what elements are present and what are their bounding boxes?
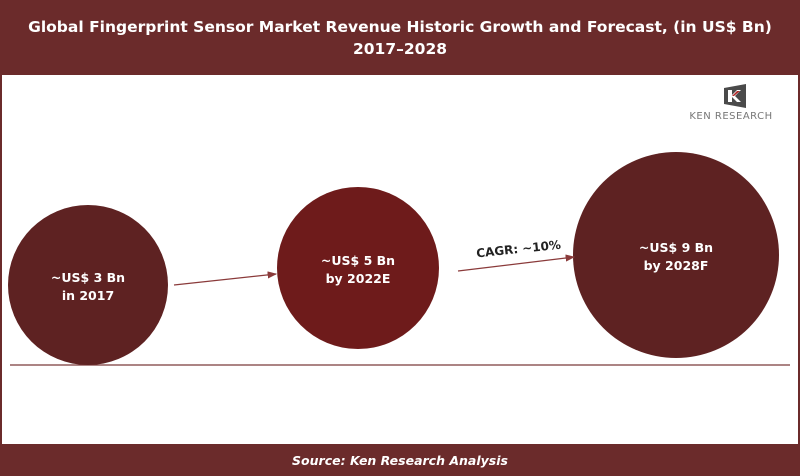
chart-source: Source: Ken Research Analysis bbox=[0, 444, 800, 476]
bubble-chart: ~US$ 3 Bn in 2017 ~US$ 5 Bn by 2022E ~US$ 9 … bbox=[8, 152, 790, 366]
bubble-label-year-2022e: by 2022E bbox=[326, 271, 391, 286]
bubble-label-value-2022e: ~US$ 5 Bn bbox=[321, 253, 395, 268]
bubble-label-year-2028f: by 2028F bbox=[644, 258, 709, 273]
bubble-2017 bbox=[8, 205, 168, 365]
growth-arrow-2 bbox=[457, 254, 576, 272]
chart-title-line2: 2017–2028 bbox=[352, 39, 448, 58]
growth-arrow-1 bbox=[173, 271, 278, 286]
cagr-annotation: CAGR: ~10% bbox=[476, 238, 562, 261]
bubble-label-value-2017: ~US$ 3 Bn bbox=[51, 270, 125, 285]
bubble-label-year-2017: in 2017 bbox=[62, 288, 114, 303]
ken-research-logo: KEN RESEARCH bbox=[676, 84, 786, 124]
chart-header: Global Fingerprint Sensor Market Revenue… bbox=[0, 0, 800, 75]
bubble-2028f bbox=[573, 152, 779, 358]
ken-research-logo-icon bbox=[724, 84, 746, 108]
bubble-label-value-2028f: ~US$ 9 Bn bbox=[639, 240, 713, 255]
ken-research-logo-text: KEN RESEARCH bbox=[689, 111, 773, 122]
chart-title-line1: Global Fingerprint Sensor Market Revenue… bbox=[28, 17, 772, 36]
bubble-2022e bbox=[277, 187, 439, 349]
